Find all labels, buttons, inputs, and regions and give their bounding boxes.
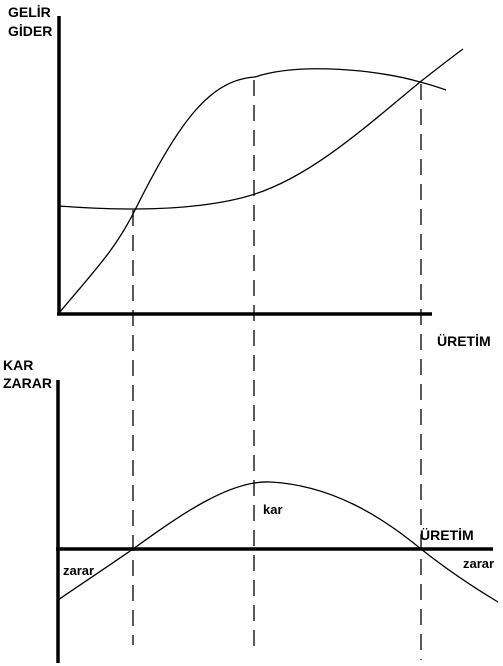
profit-region-label: kar (263, 502, 283, 517)
top-y-label-line2: GİDER (8, 23, 52, 39)
top-x-label: ÜRETİM (437, 333, 491, 349)
loss-region-label-left: zarar (63, 563, 94, 578)
bottom-y-label-line1: KAR (3, 357, 33, 373)
profit-curve (57, 481, 499, 603)
bottom-y-label-line2: ZARAR (3, 375, 52, 391)
guide-lines (132, 80, 422, 660)
loss-region-label-right: zarar (463, 556, 494, 571)
bottom-x-label: ÜRETİM (420, 527, 474, 543)
top-y-label-line1: GELİR (8, 4, 51, 20)
top-panel: GELİR GİDER ÜRETİM (8, 4, 491, 349)
revenue-curve (58, 68, 447, 314)
bottom-panel: KAR ZARAR ÜRETİM kar zarar zarar (3, 357, 499, 663)
cost-curve (58, 48, 464, 210)
